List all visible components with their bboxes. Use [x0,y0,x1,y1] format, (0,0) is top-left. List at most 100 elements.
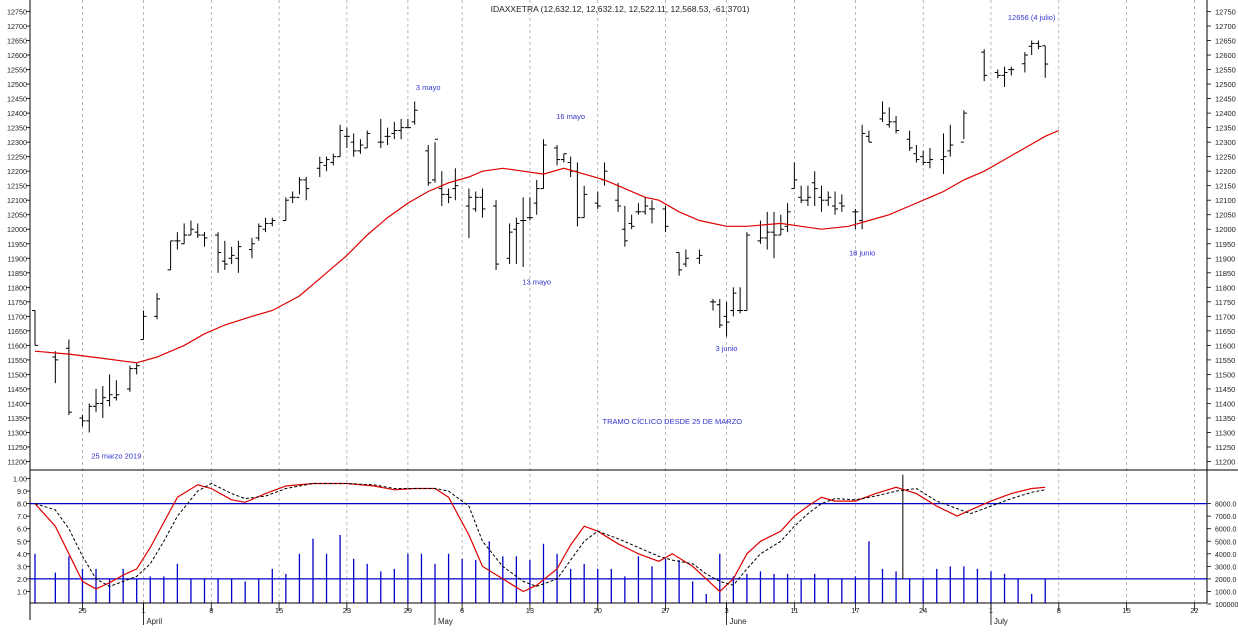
osc-tick-label: 9.0 [17,487,27,496]
volume-tick-label: 2000.0 [1215,577,1237,584]
left-price-tick-label: 11800 [8,283,27,292]
x-tick-label: 23 [343,606,351,615]
price-tick-label: 11300 [1215,428,1235,437]
left-price-tick-label: 12350 [7,124,27,133]
month-label: April [146,617,162,626]
price-tick-label: 12300 [1215,138,1236,147]
price-tick-label: 11750 [1215,298,1235,307]
signal-line [34,482,1046,587]
price-tick-label: 12750 [1215,8,1236,17]
annotation-label: TRAMO CÍCLICO DESDE 25 DE MARZO [603,417,743,426]
x-tick-label: 8 [209,606,213,615]
annotation-label: 16 mayo [556,112,585,121]
left-price-tick-label: 11900 [8,254,27,263]
x-tick-label: 13 [526,606,534,615]
price-tick-label: 11400 [1215,399,1235,408]
price-tick-label: 11900 [1215,254,1235,263]
frame-layer [29,0,1238,620]
annotation-label: 12656 (4 julio) [1008,13,1056,22]
left-price-tick-label: 12400 [7,109,27,118]
annotation-label: 25 marzo 2019 [91,452,141,461]
price-tick-label: 11700 [1215,312,1235,321]
x-tick-label: 17 [851,606,859,615]
price-tick-label: 11850 [1215,269,1235,278]
left-price-tick-label: 11400 [8,399,27,408]
price-tick-label: 11600 [1215,341,1235,350]
price-tick-label: 11650 [1215,327,1235,336]
left-price-tick-label: 11700 [8,312,27,321]
osc-tick-label: 4.0 [17,550,27,559]
price-tick-label: 12700 [1215,22,1236,31]
left-price-tick-label: 11250 [8,443,27,452]
left-price-tick-label: 11350 [8,414,27,423]
volume-tick-label: 3000.0 [1215,564,1237,571]
moving-average-line [34,129,1060,364]
annotation-label: 18 junio [849,248,875,257]
x-tick-label: 15 [1122,606,1130,615]
left-price-tick-label: 12550 [7,66,27,75]
left-price-tick-label: 12450 [7,95,27,104]
price-tick-label: 12600 [1215,51,1236,60]
price-tick-label: 11500 [1215,370,1235,379]
left-price-tick-label: 12750 [7,8,27,17]
month-label: July [994,617,1008,626]
x-tick-label: 15 [275,606,283,615]
volume-tick-label: 6000.0 [1215,527,1237,534]
x-tick-label: 22 [1190,606,1198,615]
left-price-tick-label: 11200 [8,458,27,467]
osc-tick-label: 8.0 [17,500,27,509]
price-tick-label: 12650 [1215,37,1236,46]
left-price-tick-label: 12300 [7,138,27,147]
x-tick-label: 24 [919,606,927,615]
annotation-label: 3 mayo [416,83,441,92]
left-price-tick-label: 11450 [8,385,27,394]
left-price-tick-label: 11600 [8,341,27,350]
price-layer: 25 marzo 2019 3 mayo 13 mayo 16 mayo 3 junio… [32,13,1060,461]
x-tick-label: 6 [460,606,464,615]
annotation-label: 3 junio [716,344,738,353]
price-tick-label: 12400 [1215,109,1236,118]
month-label: May [438,617,453,626]
price-tick-label: 12500 [1215,80,1236,89]
price-tick-label: 11350 [1215,414,1235,423]
osc-tick-label: 7.0 [17,512,27,521]
left-price-tick-label: 11950 [8,240,27,249]
left-price-tick-label: 11750 [8,298,27,307]
annotation-label: 13 mayo [522,277,551,286]
osc-tick-label: 1.00 [13,475,27,484]
left-price-tick-label: 12050 [7,211,27,220]
osc-tick-label: 2.0 [17,575,27,584]
price-tick-label: 12450 [1215,95,1236,104]
price-tick-label: 12200 [1215,167,1236,176]
volume-tick-label: 7000.0 [1215,514,1237,521]
x-tick-label: 27 [661,606,669,615]
price-tick-label: 12150 [1215,182,1236,191]
price-tick-label: 11200 [1215,458,1235,467]
x-tick-label: 29 [404,606,412,615]
left-price-tick-label: 12650 [7,37,27,46]
volume-tick-label: 8000.0 [1215,502,1237,509]
left-price-tick-label: 12100 [7,196,27,205]
price-tick-label: 12000 [1215,225,1236,234]
volume-tick-label: 5000.0 [1215,539,1237,546]
x-tick-label: 20 [594,606,602,615]
price-tick-label: 11950 [1215,240,1235,249]
osc-tick-label: 3.0 [17,562,27,571]
x-tick-label: 8 [1057,606,1061,615]
x-tick-label: 25 [78,606,86,615]
price-tick-label: 12100 [1215,196,1236,205]
left-price-tick-label: 12250 [7,153,27,162]
grid-layer [82,0,1195,603]
price-tick-label: 11450 [1215,385,1235,394]
x-tick-label: 11 [790,606,798,615]
price-tick-label: 12250 [1215,153,1236,162]
left-price-tick-label: 12000 [7,225,27,234]
price-tick-label: 12050 [1215,211,1236,220]
left-price-tick-label: 12700 [7,22,27,31]
price-tick-label: 11250 [1215,443,1235,452]
osc-tick-label: 6.0 [17,525,27,534]
oscillator-layer [30,474,1207,603]
price-tick-label: 11550 [1215,356,1235,365]
left-price-tick-label: 12200 [7,167,27,176]
